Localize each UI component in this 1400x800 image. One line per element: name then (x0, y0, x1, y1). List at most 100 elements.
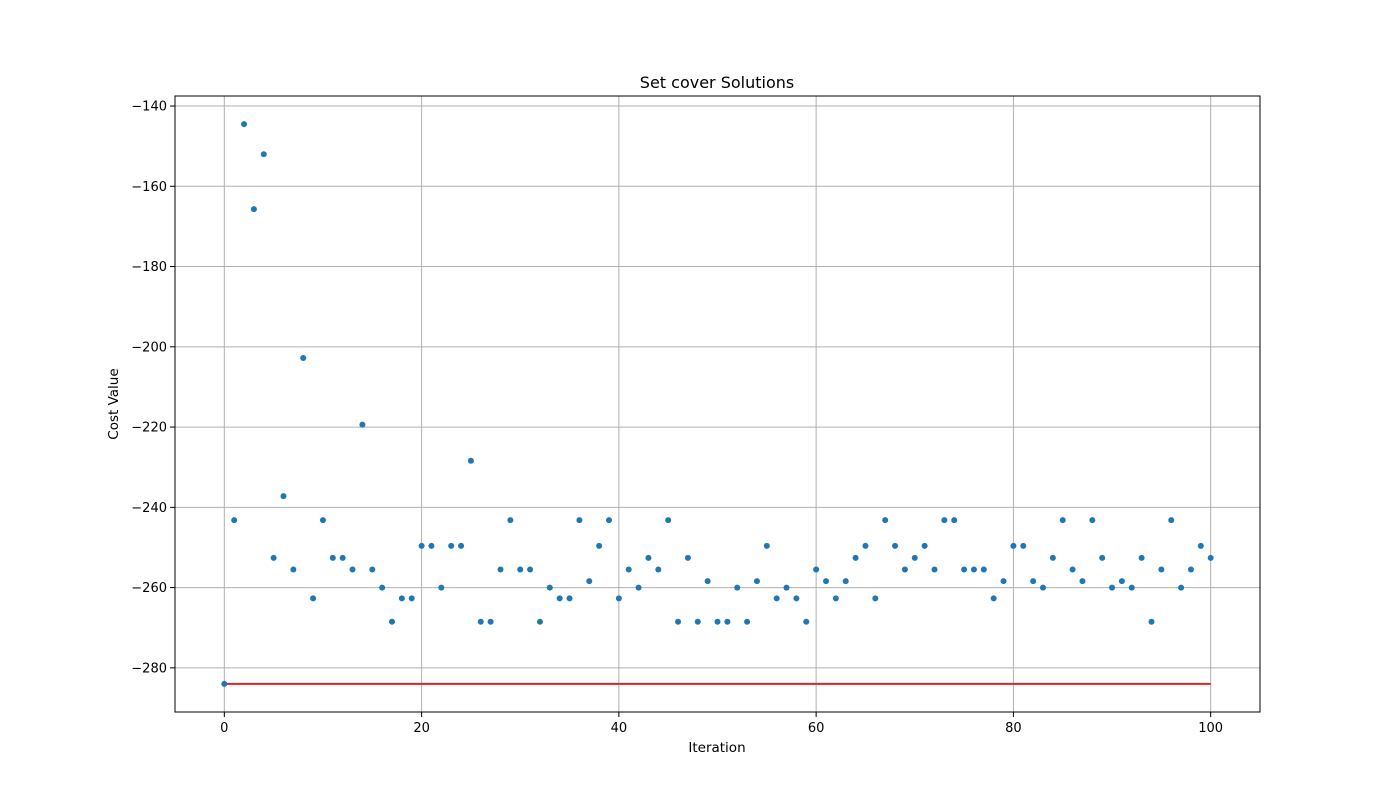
plot-frame (174, 95, 1261, 713)
grid-lines (175, 96, 1260, 712)
x-tick-label: 40 (611, 721, 628, 736)
scatter-point (1148, 618, 1155, 625)
scatter-point (280, 493, 287, 500)
scatter-point (832, 595, 839, 602)
scatter-point (1168, 517, 1175, 524)
scatter-point (793, 595, 800, 602)
scatter-point (892, 542, 899, 549)
x-axis-ticks: 0 20 40 60 80 100 (220, 712, 1223, 736)
scatter-point (990, 595, 997, 602)
scatter-point (270, 554, 277, 561)
chart-title: Set cover Solutions (640, 73, 794, 92)
scatter-point (497, 566, 504, 573)
scatter-point (724, 618, 731, 625)
scatter-point (882, 517, 889, 524)
scatter-point (980, 566, 987, 573)
scatter-point (842, 578, 849, 585)
y-tick-label: −280 (131, 661, 167, 676)
scatter-point (1118, 578, 1125, 585)
scatter-point (586, 578, 593, 585)
scatter-point (556, 595, 563, 602)
scatter-point (675, 618, 682, 625)
y-tick-label: −220 (131, 421, 167, 436)
scatter-point (734, 584, 741, 591)
y-tick-label: −140 (131, 100, 167, 115)
scatter-point (1000, 578, 1007, 585)
y-axis-label: Cost Value (106, 368, 122, 439)
scatter-point (438, 584, 445, 591)
scatter-point (517, 566, 524, 573)
scatter-point (872, 595, 879, 602)
scatter-point (300, 355, 307, 362)
scatter-point (329, 554, 336, 561)
scatter-point (339, 554, 346, 561)
scatter-point (753, 578, 760, 585)
scatter-point (310, 595, 317, 602)
scatter-point (527, 566, 534, 573)
scatter-point (1059, 517, 1066, 524)
scatter-points (221, 121, 1214, 687)
scatter-point (744, 618, 751, 625)
scatter-point (852, 554, 859, 561)
y-axis-ticks: −140 −160 −180 −200 −220 −240 −260 −280 (131, 100, 175, 676)
scatter-point (714, 618, 721, 625)
scatter-point (961, 566, 968, 573)
scatter-point (1178, 584, 1185, 591)
scatter-point (901, 566, 908, 573)
scatter-point (615, 595, 622, 602)
scatter-point (596, 542, 603, 549)
scatter-point (635, 584, 642, 591)
scatter-point (290, 566, 297, 573)
scatter-point (379, 584, 386, 591)
scatter-point (970, 566, 977, 573)
x-axis-label: Iteration (688, 740, 745, 756)
scatter-point (911, 554, 918, 561)
scatter-point (941, 517, 948, 524)
scatter-point (408, 595, 415, 602)
scatter-point (921, 542, 928, 549)
y-tick-label: −160 (131, 180, 167, 195)
scatter-point (1049, 554, 1056, 561)
scatter-point (684, 554, 691, 561)
scatter-point (349, 566, 356, 573)
scatter-point (507, 517, 514, 524)
scatter-point (931, 566, 938, 573)
scatter-point (625, 566, 632, 573)
scatter-point (763, 542, 770, 549)
scatter-point (1099, 554, 1106, 561)
scatter-point (1138, 554, 1145, 561)
scatter-point (359, 421, 366, 428)
scatter-point (566, 595, 573, 602)
scatter-point (260, 151, 267, 158)
scatter-point (536, 618, 543, 625)
scatter-point (250, 206, 257, 213)
scatter-point (1079, 578, 1086, 585)
scatter-point (398, 595, 405, 602)
y-tick-label: −260 (131, 581, 167, 596)
scatter-point (773, 595, 780, 602)
scatter-point (1158, 566, 1165, 573)
scatter-point (655, 566, 662, 573)
x-tick-label: 100 (1198, 721, 1223, 736)
scatter-point (241, 121, 248, 128)
scatter-point (606, 517, 612, 524)
scatter-point (369, 566, 376, 573)
scatter-point (448, 542, 455, 549)
x-tick-label: 20 (413, 721, 430, 736)
scatter-point (1040, 584, 1046, 591)
scatter-point (951, 517, 958, 524)
y-tick-label: −200 (131, 340, 167, 355)
scatter-point (1010, 542, 1017, 549)
scatter-point (803, 618, 810, 625)
x-tick-label: 0 (220, 721, 228, 736)
scatter-point (704, 578, 711, 585)
scatter-point (665, 517, 672, 524)
scatter-point (862, 542, 869, 549)
scatter-point (467, 457, 474, 464)
scatter-point (813, 566, 820, 573)
scatter-point (1020, 542, 1027, 549)
scatter-point (783, 584, 790, 591)
scatter-point (221, 680, 228, 687)
y-tick-label: −240 (131, 501, 167, 516)
scatter-point (458, 542, 465, 549)
